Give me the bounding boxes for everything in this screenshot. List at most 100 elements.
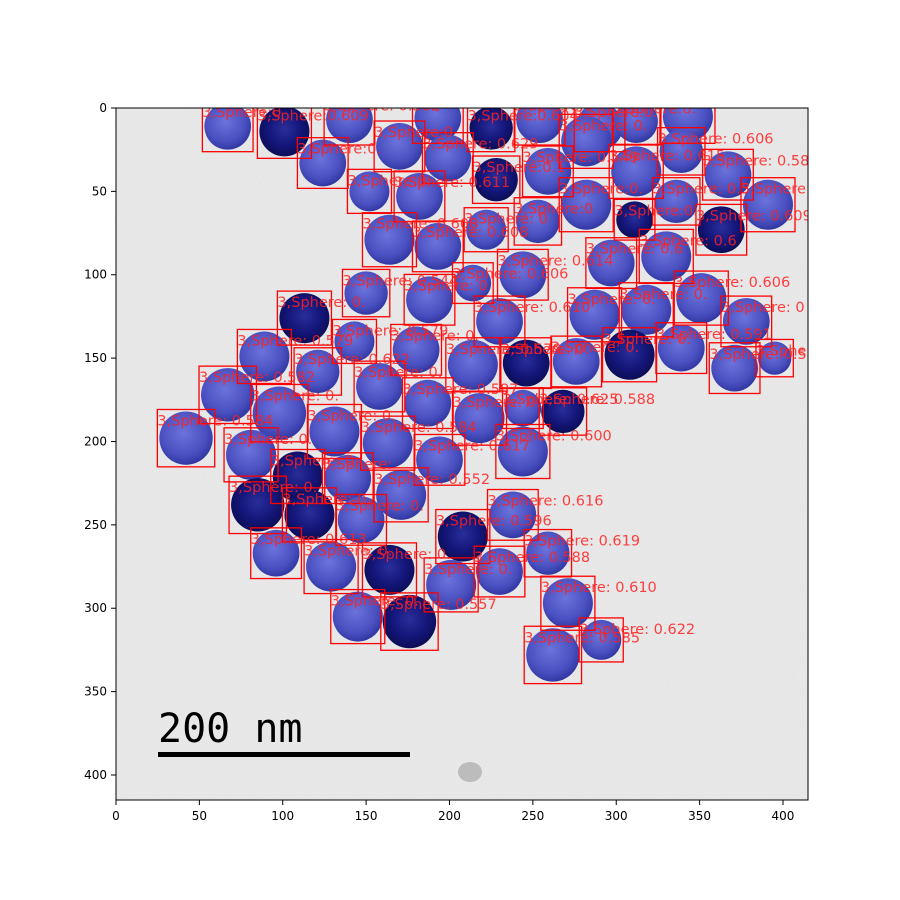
detection-label: 3,Sphere:0.0 <box>412 97 505 113</box>
detection-label: 3,Sphere:0. <box>559 182 643 198</box>
detection-label: 3,Sphere: 0. <box>551 340 639 356</box>
detection-box <box>618 282 674 338</box>
detection-box <box>445 337 501 393</box>
nanoparticle <box>722 298 770 345</box>
detection-box <box>423 557 479 613</box>
nanoparticle <box>252 386 307 440</box>
detection-box <box>656 127 706 176</box>
detection-box <box>250 383 309 443</box>
detection-box <box>451 262 494 305</box>
detection-box <box>538 387 588 436</box>
nanoparticle <box>159 411 213 465</box>
detection-box <box>513 108 566 146</box>
nanoparticle <box>742 179 793 230</box>
nanoparticle <box>489 491 537 539</box>
y-tick-label: 250 <box>84 518 107 532</box>
bounding-box-layer <box>156 108 796 685</box>
nanoparticle <box>447 339 498 390</box>
detection-box <box>361 542 418 598</box>
detection-box <box>573 108 626 153</box>
nanoparticle <box>641 231 692 282</box>
detection-box <box>353 360 406 413</box>
detection-label: 3,Sphere: 0.613 <box>251 532 367 548</box>
detection-box <box>708 342 761 395</box>
nanoparticle <box>414 223 462 270</box>
detection-box <box>346 168 393 215</box>
detection-label: 3,Sphere: 0.614 <box>498 253 614 269</box>
nanoparticle <box>516 108 563 144</box>
nanoparticle <box>364 544 415 595</box>
detection-box <box>451 390 508 446</box>
detection-label: 3,Sphere: 0 <box>464 212 548 228</box>
detection-label: 3,Sphere: 0.557 <box>381 597 497 613</box>
detection-box <box>321 452 374 505</box>
detection-box <box>276 290 333 346</box>
detection-label: 3,Sphere: 0.622 <box>579 622 695 638</box>
axes-frame <box>115 107 809 801</box>
nanoparticle <box>296 349 340 394</box>
nanoparticle <box>344 271 388 315</box>
detection-box <box>523 625 583 685</box>
detection-box <box>486 488 539 541</box>
detection-label: 3,Sphere: 0.588 <box>539 392 655 408</box>
nanoparticle <box>502 339 550 387</box>
detection-box <box>655 322 708 375</box>
nanoparticle <box>424 134 472 182</box>
detection-label: 3,Sphere: 0.5 <box>653 182 750 198</box>
detection-box <box>540 575 596 631</box>
nanoparticle <box>326 108 373 144</box>
nanoparticle <box>362 418 413 469</box>
detection-box <box>250 527 303 580</box>
x-tick-label: 50 <box>192 809 207 823</box>
detection-box <box>223 427 279 483</box>
nanoparticle <box>474 158 518 202</box>
detection-label: 3,Sphere: 0.59 <box>741 182 848 198</box>
detection-box <box>495 423 551 480</box>
detection-label: 3,Sphere: 0. <box>271 453 359 469</box>
detection-box <box>740 177 796 233</box>
nanoparticle <box>541 389 585 434</box>
detection-box <box>585 237 638 290</box>
detection-label: 3,Sphere: 0.544 <box>342 273 458 289</box>
detection-box <box>566 287 623 343</box>
nanoparticle <box>337 496 385 544</box>
nanoparticle <box>552 338 600 385</box>
detection-label: 3,Sphere: <box>322 457 392 473</box>
detection-label: 3,Sphere: 0 <box>721 300 805 316</box>
detection-label: 3,Sphere: 0. <box>391 328 479 344</box>
detection-label: 3,Sphere: 0.584 <box>157 413 273 429</box>
detection-box <box>256 108 313 160</box>
detection-box <box>463 207 509 253</box>
detection-label: 3,Sphere: 0.588 <box>474 550 590 566</box>
x-tick-label: 250 <box>521 809 544 823</box>
nanoparticle <box>704 151 752 199</box>
detection-box <box>198 365 258 425</box>
detection-label: 3,Sphere: 0 <box>404 278 488 294</box>
detection-label: 3,Sphere: 0. <box>331 594 419 610</box>
detection-label: 3,Sphere:0. <box>613 102 697 118</box>
y-tick-label: 300 <box>84 601 107 615</box>
nanoparticle <box>757 341 792 375</box>
detection-label: 3,Sphere:0. <box>574 105 658 121</box>
detection-label: 3,Sphere:0.604 <box>468 108 579 124</box>
detection-label: 3,Sphere: 0.549 <box>523 150 639 166</box>
detection-box <box>513 197 563 246</box>
nanoparticle <box>587 239 635 287</box>
x-tick-label: 200 <box>438 809 461 823</box>
detection-label: 3,Sphere: 0.585 <box>524 630 640 646</box>
detection-label: 3,Sphere: 0. <box>501 342 589 358</box>
nanoparticle <box>659 129 703 174</box>
nanoparticle <box>382 594 437 649</box>
detection-box <box>608 143 664 200</box>
y-tick-label: 100 <box>84 268 107 282</box>
detection-label: 3,Sphere: 0. <box>277 295 365 311</box>
y-tick-label: 400 <box>84 768 107 782</box>
detection-label: 3,Sphere: 0.5 <box>709 347 806 363</box>
detection-label: 3,Sphere: 0.579 <box>237 333 353 349</box>
detection-label: 3,Sphere: 0.579 <box>446 342 562 358</box>
nanoparticle <box>476 298 523 345</box>
detection-label: 3,Sphere: 0.58 <box>703 153 810 169</box>
detection-label: 3,Sphere: 0.596 <box>436 514 552 530</box>
nanoparticle <box>349 171 390 212</box>
